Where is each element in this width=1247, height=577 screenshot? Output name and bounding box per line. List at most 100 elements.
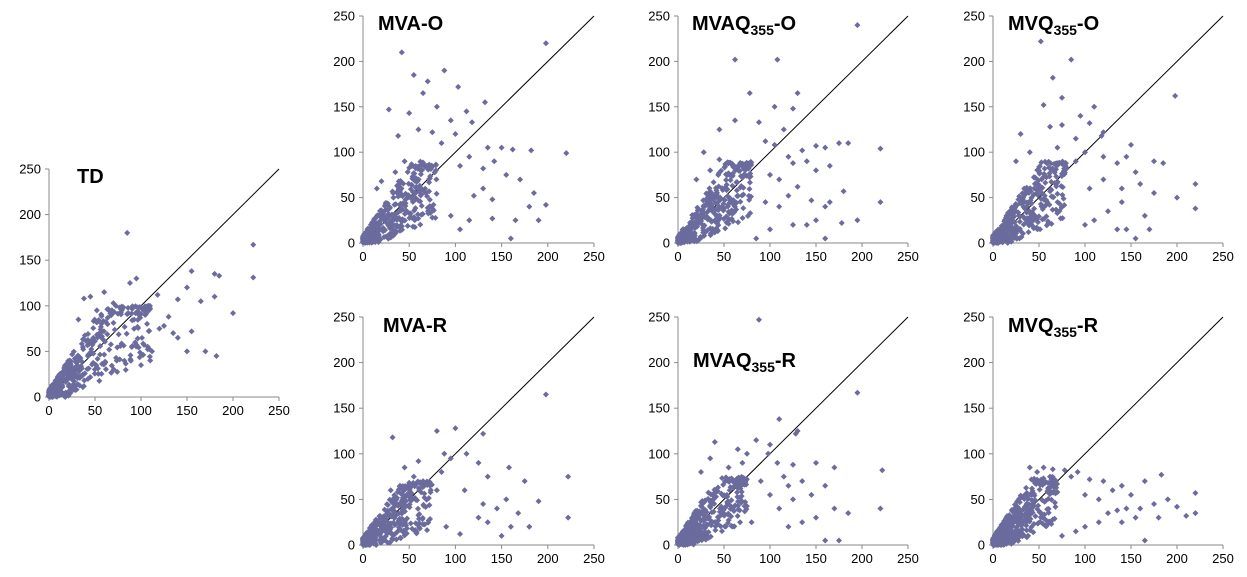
data-point — [216, 272, 223, 279]
data-point — [1004, 513, 1011, 520]
data-point — [114, 368, 121, 375]
x-tick-label: 100 — [759, 551, 781, 566]
data-point — [877, 505, 884, 512]
x-tick-label: 50 — [717, 551, 731, 566]
y-tick-label: 200 — [648, 355, 670, 370]
data-point — [469, 119, 476, 126]
x-tick-label: 200 — [1166, 249, 1188, 264]
data-point — [184, 348, 190, 355]
data-point — [725, 498, 732, 505]
data-point — [712, 185, 719, 192]
data-point — [734, 493, 741, 500]
data-point — [1053, 183, 1060, 190]
data-point — [98, 311, 105, 318]
data-point — [447, 117, 454, 124]
data-point — [94, 355, 101, 362]
data-point — [734, 513, 741, 520]
x-tick-label: 150 — [491, 551, 513, 566]
x-tick-label: 150 — [805, 249, 827, 264]
data-point — [1031, 205, 1038, 212]
data-point — [406, 479, 413, 486]
data-point — [1016, 496, 1023, 503]
data-point — [1050, 479, 1057, 486]
data-point — [813, 459, 819, 466]
scatter-panel-2: 00 50 50 100 100 150 150 200 200 250 250 MVA-O — [333, 9, 605, 265]
data-point — [854, 389, 861, 396]
data-point — [401, 158, 408, 165]
data-point — [66, 369, 73, 376]
data-point — [71, 364, 78, 371]
data-point — [675, 237, 682, 244]
data-point — [735, 219, 742, 226]
data-point — [785, 482, 792, 489]
data-point — [1015, 212, 1022, 219]
data-point — [484, 144, 491, 151]
data-point — [1059, 532, 1065, 539]
y-tick-label: 100 — [648, 145, 670, 160]
data-point — [1128, 141, 1134, 148]
y-tick-label: 100 — [333, 446, 355, 461]
data-point — [101, 351, 108, 358]
data-point — [1033, 224, 1040, 231]
data-point — [707, 167, 714, 174]
data-point — [725, 464, 732, 471]
data-point — [799, 478, 806, 485]
data-point — [762, 138, 769, 145]
data-point — [1023, 513, 1030, 520]
data-point — [826, 199, 833, 206]
data-point — [1054, 208, 1061, 215]
data-point — [730, 197, 737, 204]
data-point — [771, 103, 778, 110]
data-point — [1098, 132, 1105, 139]
data-point — [1020, 203, 1027, 210]
data-point — [415, 126, 422, 133]
y-tick-label: 200 — [963, 54, 985, 69]
data-point — [1007, 526, 1014, 533]
data-point — [774, 56, 781, 63]
data-point — [808, 197, 815, 204]
data-point — [475, 514, 482, 521]
x-tick-label: 0 — [674, 551, 681, 566]
data-point — [424, 527, 431, 534]
data-point — [420, 90, 427, 97]
data-point — [165, 313, 172, 320]
data-point — [755, 119, 762, 126]
data-point — [1017, 527, 1024, 534]
data-point — [1051, 166, 1058, 173]
data-point — [712, 489, 719, 496]
data-point — [1068, 56, 1075, 63]
data-point — [1009, 531, 1016, 538]
data-point — [1151, 158, 1157, 165]
data-point — [808, 491, 815, 498]
data-point — [174, 334, 181, 341]
y-tick-label: 150 — [333, 99, 355, 114]
data-point — [91, 370, 98, 377]
y-tick-label: 100 — [963, 145, 985, 160]
data-point — [1058, 173, 1065, 180]
data-point — [411, 495, 418, 502]
data-point — [746, 161, 753, 168]
data-point — [740, 205, 747, 212]
data-point — [433, 487, 440, 494]
data-point — [484, 473, 491, 480]
data-point — [723, 176, 730, 183]
y-tick-label: 250 — [648, 310, 670, 325]
data-point — [521, 478, 528, 485]
data-point — [507, 235, 514, 242]
data-point — [146, 353, 153, 360]
data-point — [463, 108, 470, 115]
data-point — [387, 487, 394, 494]
data-point — [154, 291, 161, 298]
data-point — [122, 366, 129, 373]
data-point — [695, 236, 702, 243]
data-point — [412, 520, 419, 527]
data-point — [498, 144, 505, 151]
data-point — [707, 198, 714, 205]
data-point — [426, 480, 433, 487]
data-point — [387, 221, 394, 228]
data-point — [738, 183, 745, 190]
data-point — [433, 103, 440, 110]
data-point — [114, 310, 121, 317]
data-point — [745, 192, 752, 199]
data-point — [877, 199, 884, 206]
